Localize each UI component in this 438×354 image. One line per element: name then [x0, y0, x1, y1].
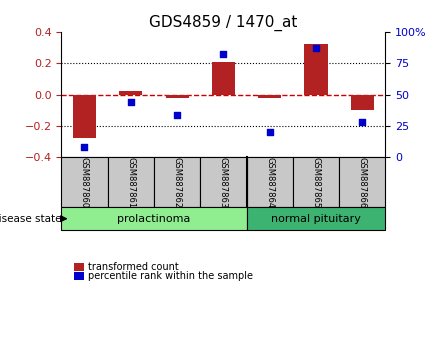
Text: GSM887861: GSM887861	[126, 157, 135, 208]
Point	[359, 119, 366, 125]
Text: GSM887865: GSM887865	[311, 157, 321, 208]
Bar	[212, 62, 235, 95]
Text: transformed count: transformed count	[88, 262, 178, 272]
Text: disease state: disease state	[0, 214, 61, 224]
Title: GDS4859 / 1470_at: GDS4859 / 1470_at	[149, 14, 297, 30]
Point	[266, 129, 273, 135]
Bar	[304, 44, 328, 95]
Text: GSM887860: GSM887860	[80, 157, 89, 208]
Bar	[166, 95, 189, 98]
Text: percentile rank within the sample: percentile rank within the sample	[88, 271, 253, 281]
Text: prolactinoma: prolactinoma	[117, 214, 191, 224]
Point	[220, 52, 227, 57]
Bar	[73, 95, 96, 138]
Bar	[247, 157, 293, 207]
Bar	[351, 95, 374, 110]
Text: GSM887863: GSM887863	[219, 156, 228, 208]
Bar	[258, 95, 281, 98]
Bar	[61, 157, 108, 207]
Bar	[108, 157, 154, 207]
Bar	[339, 157, 385, 207]
Point	[312, 45, 319, 51]
Bar	[200, 157, 247, 207]
Bar	[61, 207, 247, 230]
Bar	[119, 91, 142, 95]
Bar	[247, 207, 385, 230]
Bar	[154, 157, 200, 207]
Text: GSM887864: GSM887864	[265, 157, 274, 208]
Point	[81, 144, 88, 150]
Point	[173, 112, 180, 118]
Bar	[293, 157, 339, 207]
Text: GSM887862: GSM887862	[173, 157, 182, 208]
Text: GSM887866: GSM887866	[358, 156, 367, 208]
Text: normal pituitary: normal pituitary	[271, 214, 361, 224]
Point	[127, 99, 134, 105]
